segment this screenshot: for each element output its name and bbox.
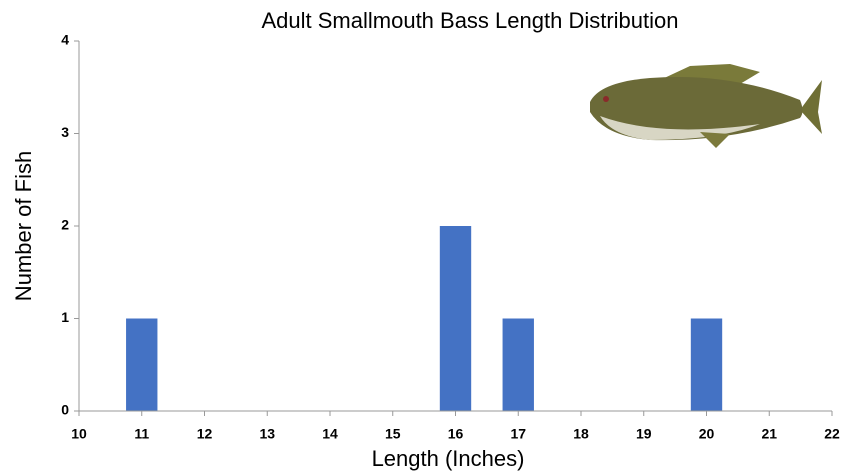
- y-tick-label: 4: [61, 32, 69, 48]
- bar: [503, 319, 534, 412]
- bar: [126, 319, 157, 412]
- x-tick-label: 22: [824, 426, 840, 442]
- x-tick-label: 21: [761, 426, 777, 442]
- y-tick-label: 0: [61, 402, 69, 418]
- bar: [691, 319, 722, 412]
- y-tick-label: 2: [61, 217, 69, 233]
- x-tick-label: 11: [134, 426, 149, 442]
- x-tick-label: 13: [259, 426, 275, 442]
- x-tick-label: 17: [510, 426, 526, 442]
- x-axis-label: Length (Inches): [372, 446, 525, 471]
- x-tick-label: 12: [197, 426, 213, 442]
- page: {"chart_data": {"type": "bar", "title": …: [0, 0, 849, 474]
- x-tick-label: 19: [636, 426, 652, 442]
- x-tick-label: 16: [448, 426, 464, 442]
- bar: [440, 226, 471, 411]
- x-tick-label: 15: [385, 426, 401, 442]
- x-tick-label: 20: [699, 426, 715, 442]
- chart: Adult Smallmouth Bass Length Distributio…: [0, 0, 849, 474]
- y-axis-label: Number of Fish: [11, 151, 36, 301]
- y-tick-label: 3: [61, 124, 69, 140]
- chart-title: Adult Smallmouth Bass Length Distributio…: [262, 8, 679, 33]
- x-tick-label: 18: [573, 426, 589, 442]
- x-tick-label: 10: [71, 426, 87, 442]
- x-tick-label: 14: [322, 426, 338, 442]
- y-tick-label: 1: [61, 309, 69, 325]
- fish-illustration: [590, 64, 822, 148]
